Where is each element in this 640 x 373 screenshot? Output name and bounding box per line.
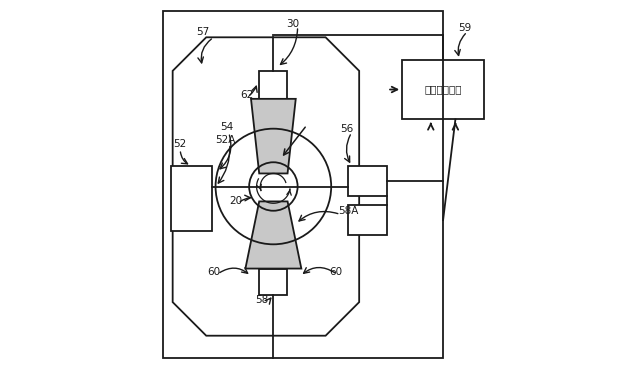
- Text: 60: 60: [207, 267, 220, 276]
- Bar: [402, 60, 484, 119]
- Bar: [171, 166, 212, 231]
- Text: 52: 52: [173, 139, 186, 148]
- Text: 58: 58: [255, 295, 268, 304]
- Text: 57: 57: [196, 27, 209, 37]
- Text: 62: 62: [240, 90, 253, 100]
- Polygon shape: [251, 99, 296, 173]
- Bar: [163, 11, 443, 358]
- Bar: [348, 166, 387, 196]
- Polygon shape: [245, 201, 301, 269]
- Text: 59: 59: [458, 23, 471, 33]
- Text: 54: 54: [220, 122, 234, 132]
- Text: 52A: 52A: [215, 135, 235, 145]
- Text: 30: 30: [287, 19, 300, 29]
- Text: 58A: 58A: [338, 206, 358, 216]
- Bar: [348, 205, 387, 235]
- Bar: [259, 269, 287, 295]
- Bar: [259, 71, 287, 99]
- Text: 56: 56: [340, 124, 353, 134]
- Text: 20: 20: [230, 197, 243, 206]
- Text: コンピュータ: コンピュータ: [424, 85, 462, 94]
- Text: 60: 60: [330, 267, 342, 276]
